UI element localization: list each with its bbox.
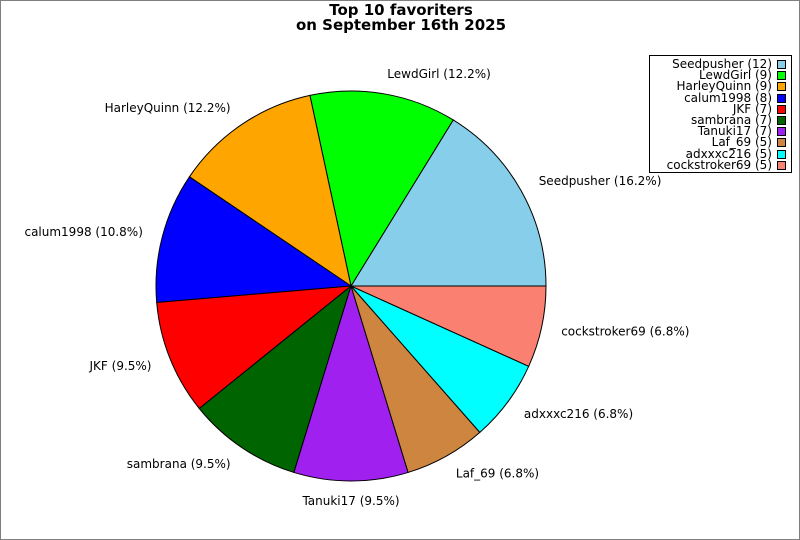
slice-label-6: Tanuki17 (9.5%) — [301, 494, 399, 508]
legend-item-0: Seedpusher (12) — [672, 57, 786, 71]
pie-slice-6 — [293, 284, 409, 482]
legend-label: calum1998 (8) — [684, 90, 772, 105]
legend-label: LewdGirl (9) — [698, 68, 772, 83]
pie-slice-4 — [156, 285, 353, 410]
legend-item-9: cockstroker69 (5) — [666, 157, 786, 172]
legend-swatch — [777, 60, 786, 69]
slice-label-9: cockstroker69 (6.8%) — [561, 324, 689, 338]
pie-slice-3 — [155, 176, 353, 304]
legend-label: Laf_69 (5) — [711, 135, 772, 150]
chart-subtitle: on September 16th 2025 — [295, 16, 507, 34]
legend-label: Seedpusher (12) — [672, 57, 772, 71]
chart-title: Top 10 favoriters — [329, 1, 473, 19]
legend-swatch — [777, 149, 786, 159]
legend-swatch — [777, 104, 786, 114]
legend-label: Tanuki17 (7) — [697, 124, 772, 139]
pie-slice-1 — [309, 90, 454, 288]
legend-item-1: LewdGirl (9) — [698, 68, 786, 83]
legend-item-3: calum1998 (8) — [684, 90, 786, 105]
pie-slice-5 — [198, 284, 352, 474]
legend-swatch — [777, 116, 786, 125]
legend-item-6: Tanuki17 (7) — [697, 124, 786, 139]
legend-label: HarleyQuinn (9) — [676, 79, 772, 94]
legend-swatch — [777, 160, 786, 170]
legend-swatch — [777, 138, 786, 148]
legend-label: cockstroker69 (5) — [666, 157, 772, 172]
legend-label: adxxxc216 (5) — [685, 146, 772, 161]
legend-item-5: sambrana (7) — [691, 113, 786, 127]
legend-item-4: JKF (7) — [732, 101, 786, 116]
slice-label-4: JKF (9.5%) — [89, 359, 152, 373]
legend-swatch — [777, 127, 786, 137]
slice-label-8: adxxxc216 (6.8%) — [524, 407, 633, 421]
pie-slice-2 — [188, 94, 352, 288]
legend-swatch — [777, 82, 786, 92]
pie-slice-9 — [350, 285, 547, 367]
legend-item-8: adxxxc216 (5) — [685, 146, 786, 161]
pie-slice-0 — [350, 119, 547, 287]
legend-label: sambrana (7) — [691, 113, 772, 127]
slice-label-7: Laf_69 (6.8%) — [456, 467, 539, 481]
chart-legend: Seedpusher (12) LewdGirl (9) HarleyQuinn (… — [649, 55, 792, 173]
legend-swatch — [777, 93, 786, 103]
slice-label-0: Seedpusher (16.2%) — [539, 174, 662, 188]
slice-label-5: sambrana (9.5%) — [127, 457, 231, 471]
legend-swatch — [777, 71, 786, 81]
legend-item-7: Laf_69 (5) — [711, 135, 786, 150]
slice-label-1: LewdGirl (12.2%) — [387, 67, 491, 81]
legend-item-2: HarleyQuinn (9) — [676, 79, 786, 94]
slice-label-2: HarleyQuinn (12.2%) — [105, 101, 231, 115]
legend-label: JKF (7) — [732, 101, 772, 116]
slice-label-3: calum1998 (10.8%) — [24, 225, 142, 239]
